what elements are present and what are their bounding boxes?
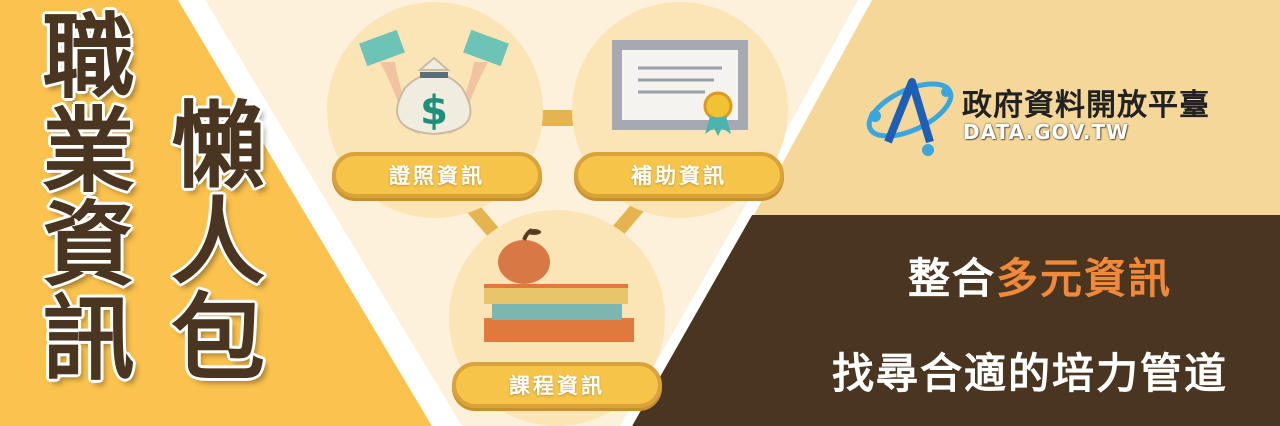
logo-name: 政府資料開放平臺	[962, 88, 1210, 123]
subsidy-info-button[interactable]: 補助資訊	[574, 152, 784, 198]
slogan-line-1: 整合多元資訊	[860, 245, 1220, 306]
slogan-line-2: 找尋合適的培力管道	[831, 349, 1228, 398]
books-apple-icon	[484, 228, 634, 342]
slogan-highlight: 多元資訊	[996, 254, 1173, 303]
money-bag-icon: $	[359, 29, 509, 136]
slogan-prefix: 整合	[907, 254, 996, 303]
certificate-icon	[612, 40, 748, 136]
svg-text:$: $	[420, 88, 448, 134]
logo-url: DATA.GOV.TW	[963, 120, 1130, 144]
certificate-info-button[interactable]: 證照資訊	[332, 152, 542, 198]
data-gov-logo-icon	[866, 78, 954, 156]
course-info-button[interactable]: 課程資訊	[452, 362, 662, 408]
title-main: 職業資訊	[27, 8, 134, 384]
title-sub: 懶人包	[155, 96, 264, 384]
